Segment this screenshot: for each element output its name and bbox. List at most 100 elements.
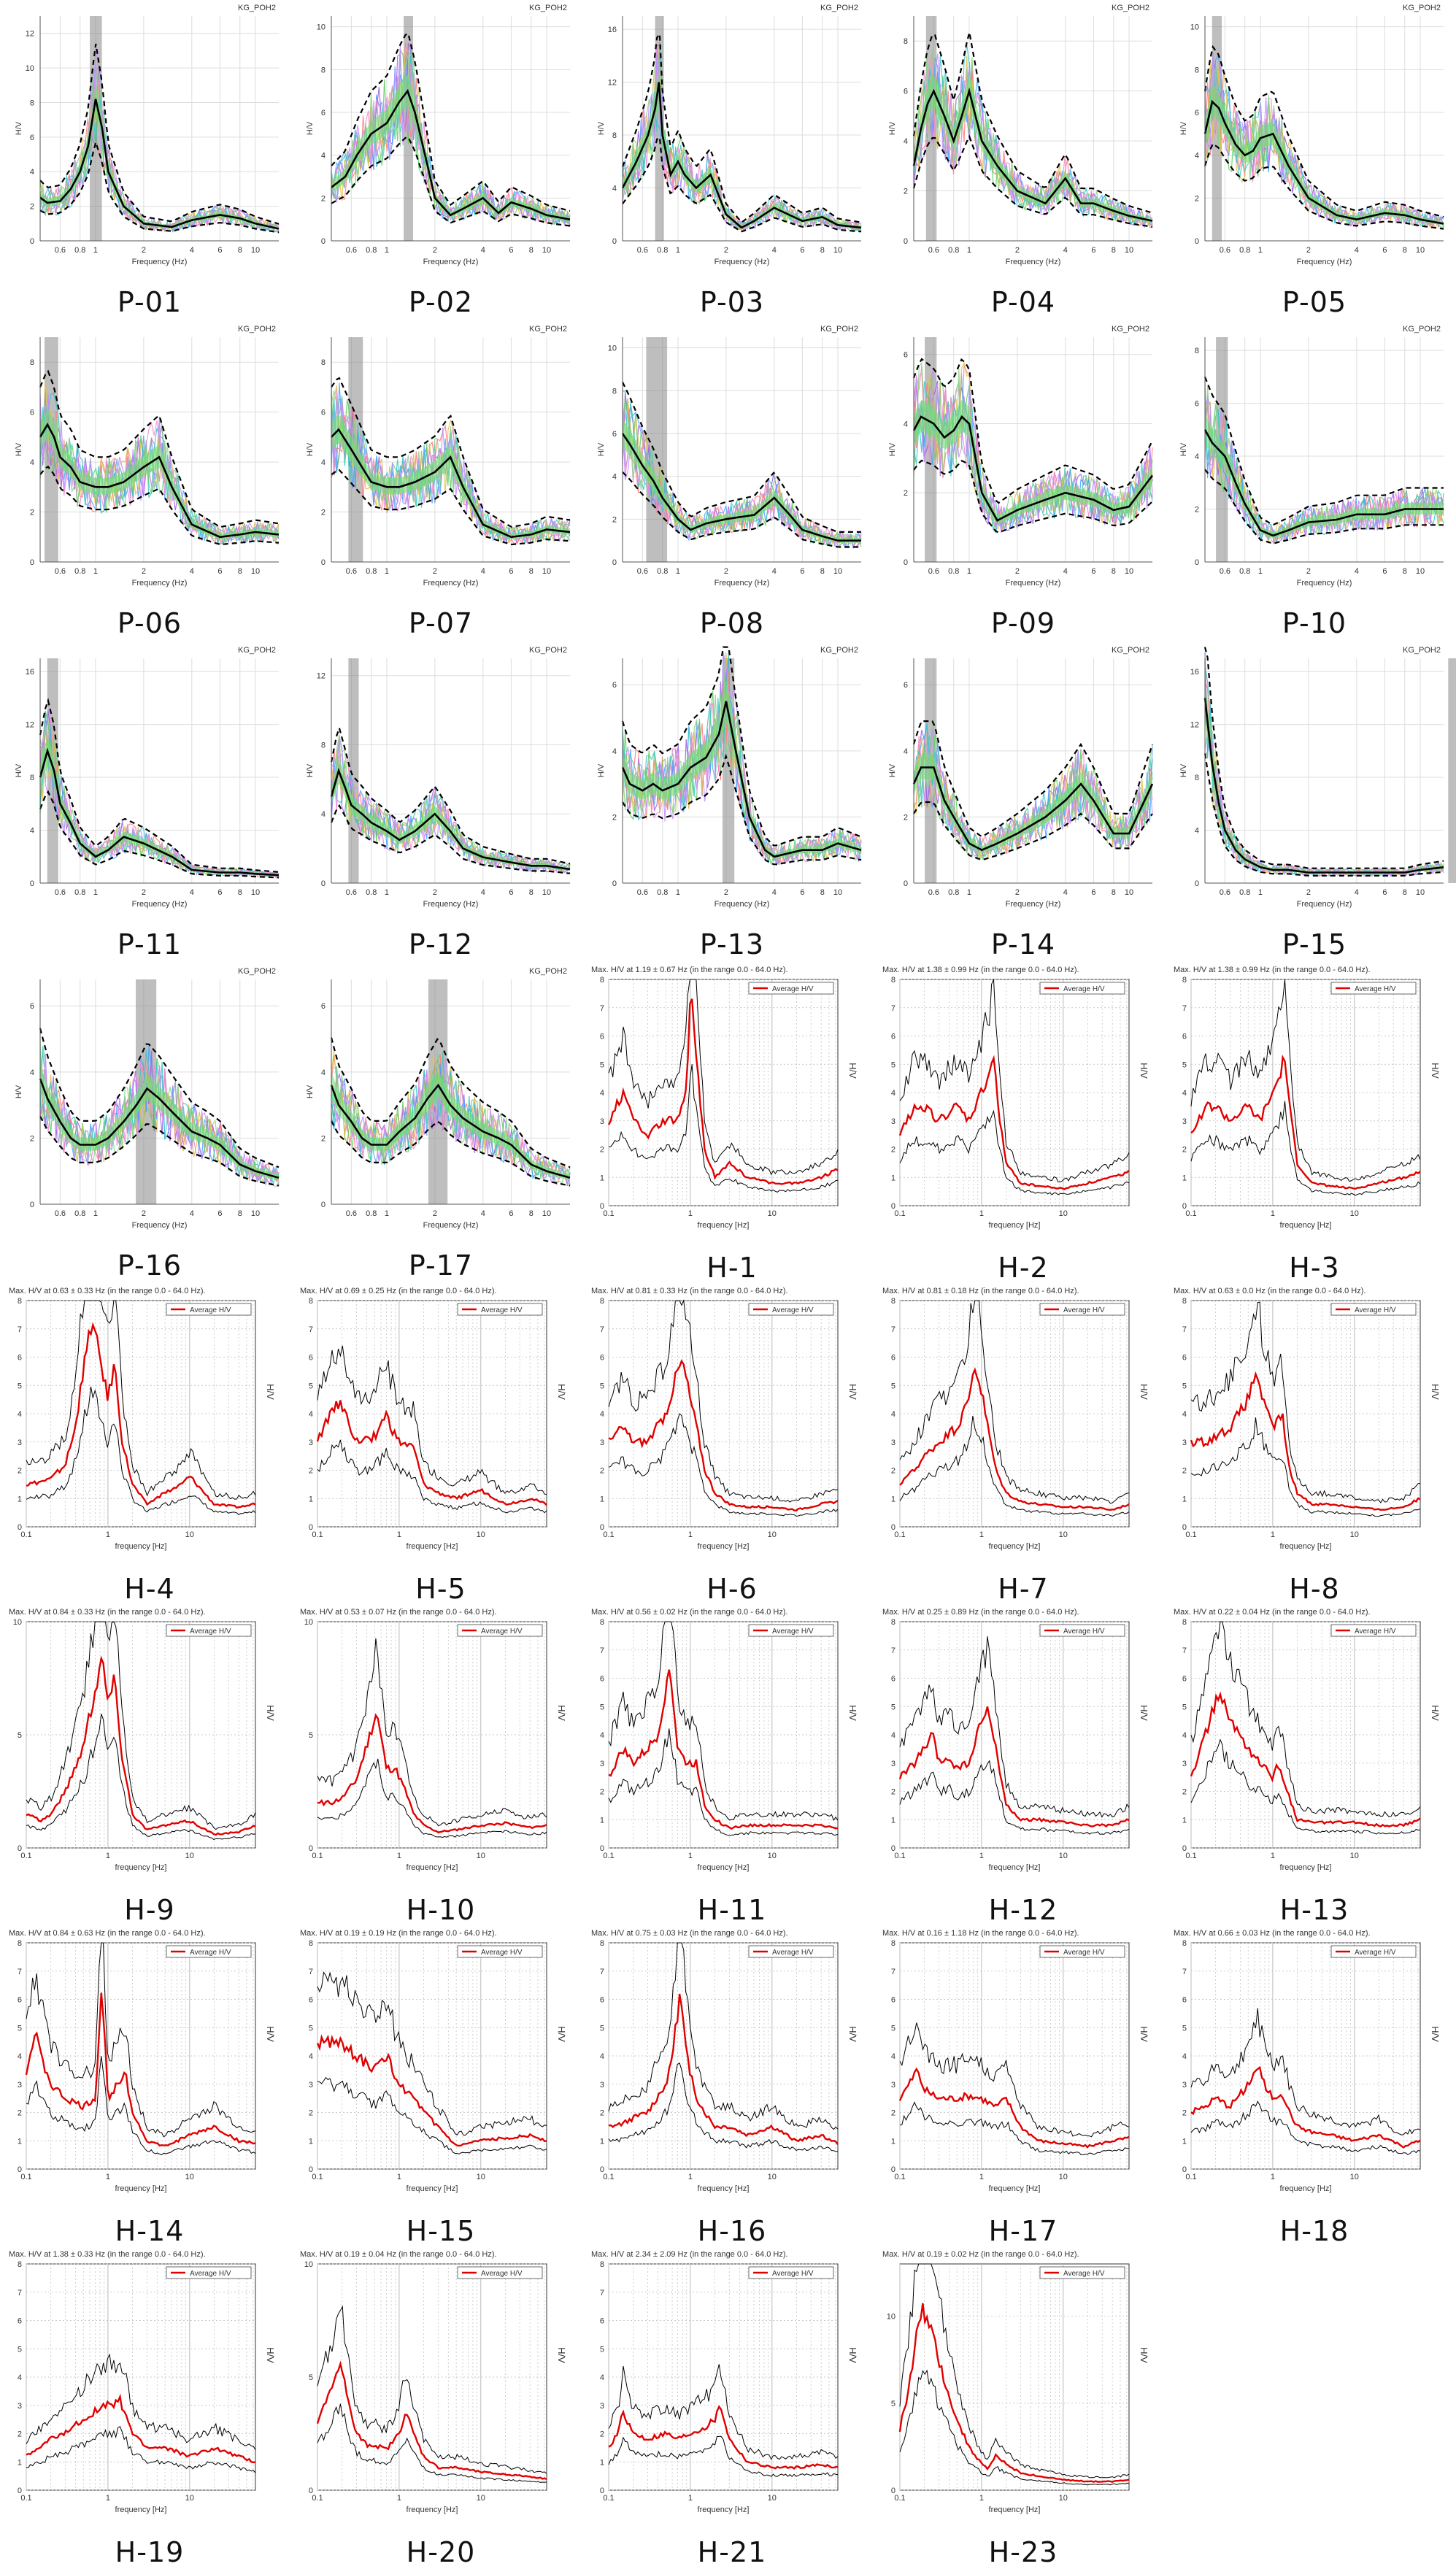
y-tick-label: 1 (600, 1174, 604, 1182)
x-axis-label: Frequency (Hz) (1297, 900, 1352, 909)
y-axis-label: H/V (556, 2026, 567, 2042)
x-axis-label: frequency [Hz] (407, 2184, 458, 2193)
y-tick-label: 2 (18, 1467, 22, 1476)
y-tick-label: 6 (904, 681, 908, 690)
legend-box (748, 2266, 834, 2279)
legend-label: Average H/V (772, 1628, 814, 1636)
legend-box (748, 1303, 834, 1316)
std-upper-curve (1190, 1621, 1421, 1817)
y-tick-label: 7 (309, 1325, 313, 1334)
x-tick-label: 1 (385, 246, 389, 255)
legend-box (1330, 1624, 1417, 1637)
panel-caption: H-17 (988, 2215, 1058, 2247)
x-tick-label: 8 (529, 246, 534, 255)
station-label: KG_POH2 (238, 4, 276, 12)
std-lower-curve (912, 134, 1153, 228)
x-axis-label: Frequency (Hz) (132, 579, 188, 588)
y-tick-label: 0 (612, 558, 617, 567)
y-tick-label: 7 (18, 1968, 22, 1976)
x-tick-label: 10 (833, 246, 842, 255)
std-upper-curve (330, 725, 571, 865)
panel-caption: H-16 (697, 2215, 767, 2247)
x-tick-label: 1 (676, 888, 680, 897)
x-tick-label: 0.1 (894, 2173, 905, 2181)
x-tick-label: 0.1 (894, 1209, 905, 1218)
chart-h-20: Average H/V 0 5 10 0.1 1 10 frequency [Hz] H/V Ma… (298, 2248, 583, 2569)
y-tick-label: 2 (1182, 1467, 1187, 1476)
x-tick-label: 1 (967, 246, 971, 255)
x-tick-label: 4 (1355, 888, 1359, 897)
y-tick-label: 1 (18, 1495, 22, 1503)
y-axis-label: H/V (847, 2347, 858, 2363)
x-tick-label: 0.1 (1185, 2173, 1196, 2181)
y-tick-label: 0 (30, 558, 34, 567)
y-tick-label: 12 (26, 30, 34, 39)
y-tick-label: 0 (612, 237, 617, 246)
x-tick-label: 0.1 (894, 1852, 905, 1860)
chart-h-6: Average H/V 0 1 2 3 4 5 6 7 8 0.1 1 10 frequency [Hz]… (590, 1284, 874, 1606)
legend-box (1039, 1945, 1125, 1958)
y-tick-label: 0 (891, 2487, 895, 2495)
y-tick-label: 0 (18, 1844, 22, 1853)
chart-svg: Average H/V 0 1 2 3 4 5 6 7 8 0.1 1 10 frequency [Hz]… (591, 1608, 858, 1872)
x-tick-label: 0.1 (20, 2494, 31, 2503)
y-tick-label: 1 (891, 1174, 895, 1182)
x-tick-label: 6 (1091, 888, 1095, 897)
y-tick-label: 6 (600, 1033, 604, 1041)
average-hv-curve (1190, 1691, 1421, 1827)
mean-hv-curve (912, 415, 1154, 522)
y-tick-label: 2 (321, 1134, 326, 1143)
y-tick-label: 5 (600, 2024, 604, 2033)
std-upper-curve (912, 358, 1153, 504)
y-tick-label: 8 (30, 358, 34, 367)
x-tick-label: 2 (1015, 567, 1020, 576)
average-hv-curve (316, 2360, 547, 2481)
std-lower-curve (330, 804, 571, 874)
y-tick-label: 5 (309, 2373, 313, 2382)
y-tick-label: 0 (309, 2165, 313, 2174)
mean-hv-curve (621, 701, 862, 858)
x-axis-label: frequency [Hz] (989, 2506, 1041, 2514)
window-curve (622, 652, 862, 865)
y-tick-label: 4 (1182, 2052, 1187, 2061)
y-axis-label: H/V (1139, 1705, 1149, 1721)
y-tick-label: 1 (891, 1495, 895, 1503)
x-tick-label: 0.8 (366, 1209, 377, 1218)
std-lower-curve (899, 1760, 1130, 1835)
chart-title: Max. H/V at 1.38 ± 0.99 Hz (in the range… (882, 966, 1079, 974)
y-tick-label: 1 (309, 1495, 313, 1503)
std-lower-curve (39, 1115, 280, 1187)
y-tick-label: 6 (30, 1002, 34, 1011)
chart-svg: Average H/V 0 1 2 3 4 5 6 7 8 0.1 1 10 frequency [Hz]… (882, 966, 1149, 1230)
x-tick-label: 4 (190, 888, 194, 897)
chart-svg: 0 2 4 6 8 0.6 0.8 1 2 4 6 8 10 Frequency (Hz) H/V KG_PO… (306, 325, 571, 588)
y-tick-label: 6 (600, 1354, 604, 1363)
average-hv-curve (316, 1400, 547, 1506)
x-tick-label: 0.1 (603, 1209, 614, 1218)
y-tick-label: 2 (600, 2109, 604, 2118)
chart-svg: Average H/V 0 1 2 3 4 5 6 7 8 0.1 1 10 frequency [Hz]… (882, 1929, 1149, 2193)
y-tick-label: 1 (600, 1816, 604, 1825)
y-tick-label: 10 (887, 2313, 895, 2322)
chart-title: Max. H/V at 0.81 ± 0.18 Hz (in the range… (882, 1287, 1079, 1295)
std-upper-curve (331, 32, 571, 212)
y-tick-label: 3 (1182, 1117, 1187, 1126)
legend-label: Average H/V (1355, 985, 1396, 993)
x-tick-label: 8 (529, 888, 534, 897)
x-axis-label: Frequency (Hz) (423, 579, 479, 588)
x-tick-label: 10 (477, 2173, 485, 2181)
y-tick-label: 7 (309, 1968, 313, 1976)
chart-title: Max. H/V at 0.25 ± 0.89 Hz (in the range… (882, 1608, 1079, 1617)
y-tick-label: 6 (1182, 1354, 1187, 1363)
station-label: KG_POH2 (820, 325, 858, 334)
y-tick-label: 2 (600, 2430, 604, 2439)
x-axis-label: Frequency (Hz) (714, 579, 770, 588)
y-tick-label: 6 (1182, 1675, 1187, 1684)
panel-caption: H-14 (115, 2215, 185, 2247)
x-tick-label: 10 (477, 2494, 485, 2503)
x-tick-label: 8 (529, 1209, 534, 1218)
y-tick-label: 4 (18, 1410, 22, 1419)
window-curve (1204, 401, 1444, 544)
legend-box (457, 1624, 543, 1637)
mean-hv-curve (912, 87, 1153, 222)
